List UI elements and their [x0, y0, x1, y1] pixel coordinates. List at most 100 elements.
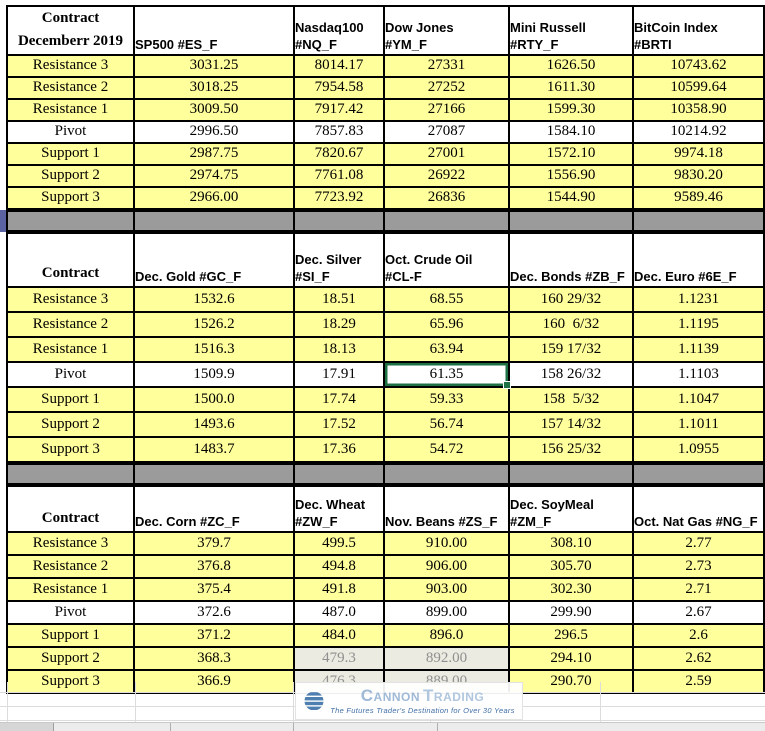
value-cell[interactable]: 18.51	[293, 285, 385, 313]
value-cell[interactable]: 2.67	[632, 599, 765, 625]
value-cell[interactable]: 160 29/32	[508, 285, 634, 313]
row-label-cell[interactable]: Support 3	[6, 185, 135, 210]
value-cell[interactable]: 294.10	[508, 645, 634, 671]
value-cell[interactable]: 1626.50	[508, 53, 634, 78]
value-cell[interactable]: 1526.2	[133, 310, 295, 338]
value-cell[interactable]: 903.00	[383, 576, 510, 602]
value-cell[interactable]: 59.33	[383, 385, 510, 413]
row-label-cell[interactable]: Support 3	[6, 668, 135, 694]
separator-cell[interactable]	[508, 209, 634, 232]
value-cell[interactable]: 7761.08	[293, 163, 385, 188]
value-cell[interactable]: 63.94	[383, 335, 510, 363]
value-cell[interactable]: 371.2	[133, 622, 295, 648]
value-cell[interactable]: 9974.18	[632, 141, 765, 166]
value-cell[interactable]: 2.77	[632, 530, 765, 556]
value-cell[interactable]: 1.1103	[632, 360, 765, 388]
bottom-scrollbar-area[interactable]	[0, 722, 765, 731]
value-cell[interactable]: 27001	[383, 141, 510, 166]
row-label-cell[interactable]: Resistance 3	[6, 285, 135, 313]
value-cell[interactable]: 159 17/32	[508, 335, 634, 363]
value-cell[interactable]: 491.8	[293, 576, 385, 602]
column-header[interactable]: Dec. Wheat #ZW_F	[293, 484, 385, 533]
value-cell[interactable]: 18.13	[293, 335, 385, 363]
value-cell[interactable]: 1493.6	[133, 410, 295, 438]
value-cell[interactable]: 366.9	[133, 668, 295, 694]
row-label-cell[interactable]: Resistance 2	[6, 553, 135, 579]
value-cell[interactable]: 1.1011	[632, 410, 765, 438]
row-label-cell[interactable]: Resistance 2	[6, 310, 135, 338]
value-cell[interactable]: 910.00	[383, 530, 510, 556]
value-cell[interactable]: 7917.42	[293, 97, 385, 122]
value-cell[interactable]: 484.0	[293, 622, 385, 648]
separator-cell[interactable]	[383, 209, 510, 232]
row-label-cell[interactable]: Support 1	[6, 385, 135, 413]
value-cell[interactable]: 2987.75	[133, 141, 295, 166]
value-cell[interactable]: 2974.75	[133, 163, 295, 188]
value-cell[interactable]: 54.72	[383, 435, 510, 463]
value-cell[interactable]: 1611.30	[508, 75, 634, 100]
value-cell[interactable]: 1532.6	[133, 285, 295, 313]
value-cell[interactable]: 17.74	[293, 385, 385, 413]
separator-cell[interactable]	[133, 462, 295, 485]
value-cell[interactable]: 27252	[383, 75, 510, 100]
column-header[interactable]: Dec. Corn #ZC_F	[133, 484, 295, 533]
column-header[interactable]: Mini Russell #RTY_F	[508, 5, 634, 56]
column-header[interactable]: Nov. Beans #ZS_F	[383, 484, 510, 533]
column-header[interactable]: Oct. Crude Oil #CL-F	[383, 231, 510, 288]
value-cell[interactable]: 7820.67	[293, 141, 385, 166]
column-header[interactable]: SP500 #ES_F	[133, 5, 295, 56]
value-cell[interactable]: 2.6	[632, 622, 765, 648]
value-cell[interactable]: 17.52	[293, 410, 385, 438]
value-cell[interactable]: 18.29	[293, 310, 385, 338]
contract-header-cell[interactable]: Contract	[6, 484, 135, 533]
value-cell[interactable]: 1516.3	[133, 335, 295, 363]
value-cell[interactable]: 899.00	[383, 599, 510, 625]
row-label-cell[interactable]: Pivot	[6, 119, 135, 144]
separator-cell[interactable]	[6, 462, 135, 485]
separator-cell[interactable]	[508, 462, 634, 485]
row-label-cell[interactable]: Resistance 2	[6, 75, 135, 100]
value-cell[interactable]: 7954.58	[293, 75, 385, 100]
value-cell[interactable]: 157 14/32	[508, 410, 634, 438]
value-cell[interactable]: 896.0	[383, 622, 510, 648]
value-cell[interactable]: 375.4	[133, 576, 295, 602]
separator-cell[interactable]	[632, 462, 765, 485]
column-header[interactable]: BitCoin Index #BRTI	[632, 5, 765, 56]
value-cell[interactable]: 1.1139	[632, 335, 765, 363]
column-header[interactable]: Dow Jones #YM_F	[383, 5, 510, 56]
value-cell[interactable]: 499.5	[293, 530, 385, 556]
value-cell[interactable]: 1544.90	[508, 185, 634, 210]
value-cell[interactable]: 2.73	[632, 553, 765, 579]
column-header[interactable]: Dec. Gold #GC_F	[133, 231, 295, 288]
value-cell[interactable]: 160 6/32	[508, 310, 634, 338]
value-cell[interactable]: 3031.25	[133, 53, 295, 78]
value-cell[interactable]: 68.55	[383, 285, 510, 313]
contract-header-cell[interactable]: Contract	[6, 231, 135, 288]
row-label-cell[interactable]: Resistance 1	[6, 576, 135, 602]
value-cell[interactable]: 302.30	[508, 576, 634, 602]
value-cell[interactable]: 479.3	[293, 645, 385, 671]
value-cell[interactable]: 3009.50	[133, 97, 295, 122]
column-header[interactable]: Dec. Euro #6E_F	[632, 231, 765, 288]
value-cell[interactable]: 2.71	[632, 576, 765, 602]
value-cell[interactable]: 9589.46	[632, 185, 765, 210]
row-label-cell[interactable]: Support 3	[6, 435, 135, 463]
value-cell[interactable]: 379.7	[133, 530, 295, 556]
value-cell[interactable]: 2.62	[632, 645, 765, 671]
value-cell[interactable]: 296.5	[508, 622, 634, 648]
value-cell[interactable]: 3018.25	[133, 75, 295, 100]
value-cell[interactable]: 27087	[383, 119, 510, 144]
value-cell[interactable]: 158 26/32	[508, 360, 634, 388]
row-label-cell[interactable]: Resistance 3	[6, 530, 135, 556]
row-label-cell[interactable]: Support 2	[6, 645, 135, 671]
value-cell[interactable]: 1572.10	[508, 141, 634, 166]
value-cell[interactable]: 27331	[383, 53, 510, 78]
value-cell[interactable]: 299.90	[508, 599, 634, 625]
value-cell[interactable]: 61.35	[383, 360, 512, 390]
value-cell[interactable]: 1599.30	[508, 97, 634, 122]
value-cell[interactable]: 368.3	[133, 645, 295, 671]
value-cell[interactable]: 290.70	[508, 668, 634, 694]
value-cell[interactable]: 1.1231	[632, 285, 765, 313]
value-cell[interactable]: 2966.00	[133, 185, 295, 210]
value-cell[interactable]: 906.00	[383, 553, 510, 579]
